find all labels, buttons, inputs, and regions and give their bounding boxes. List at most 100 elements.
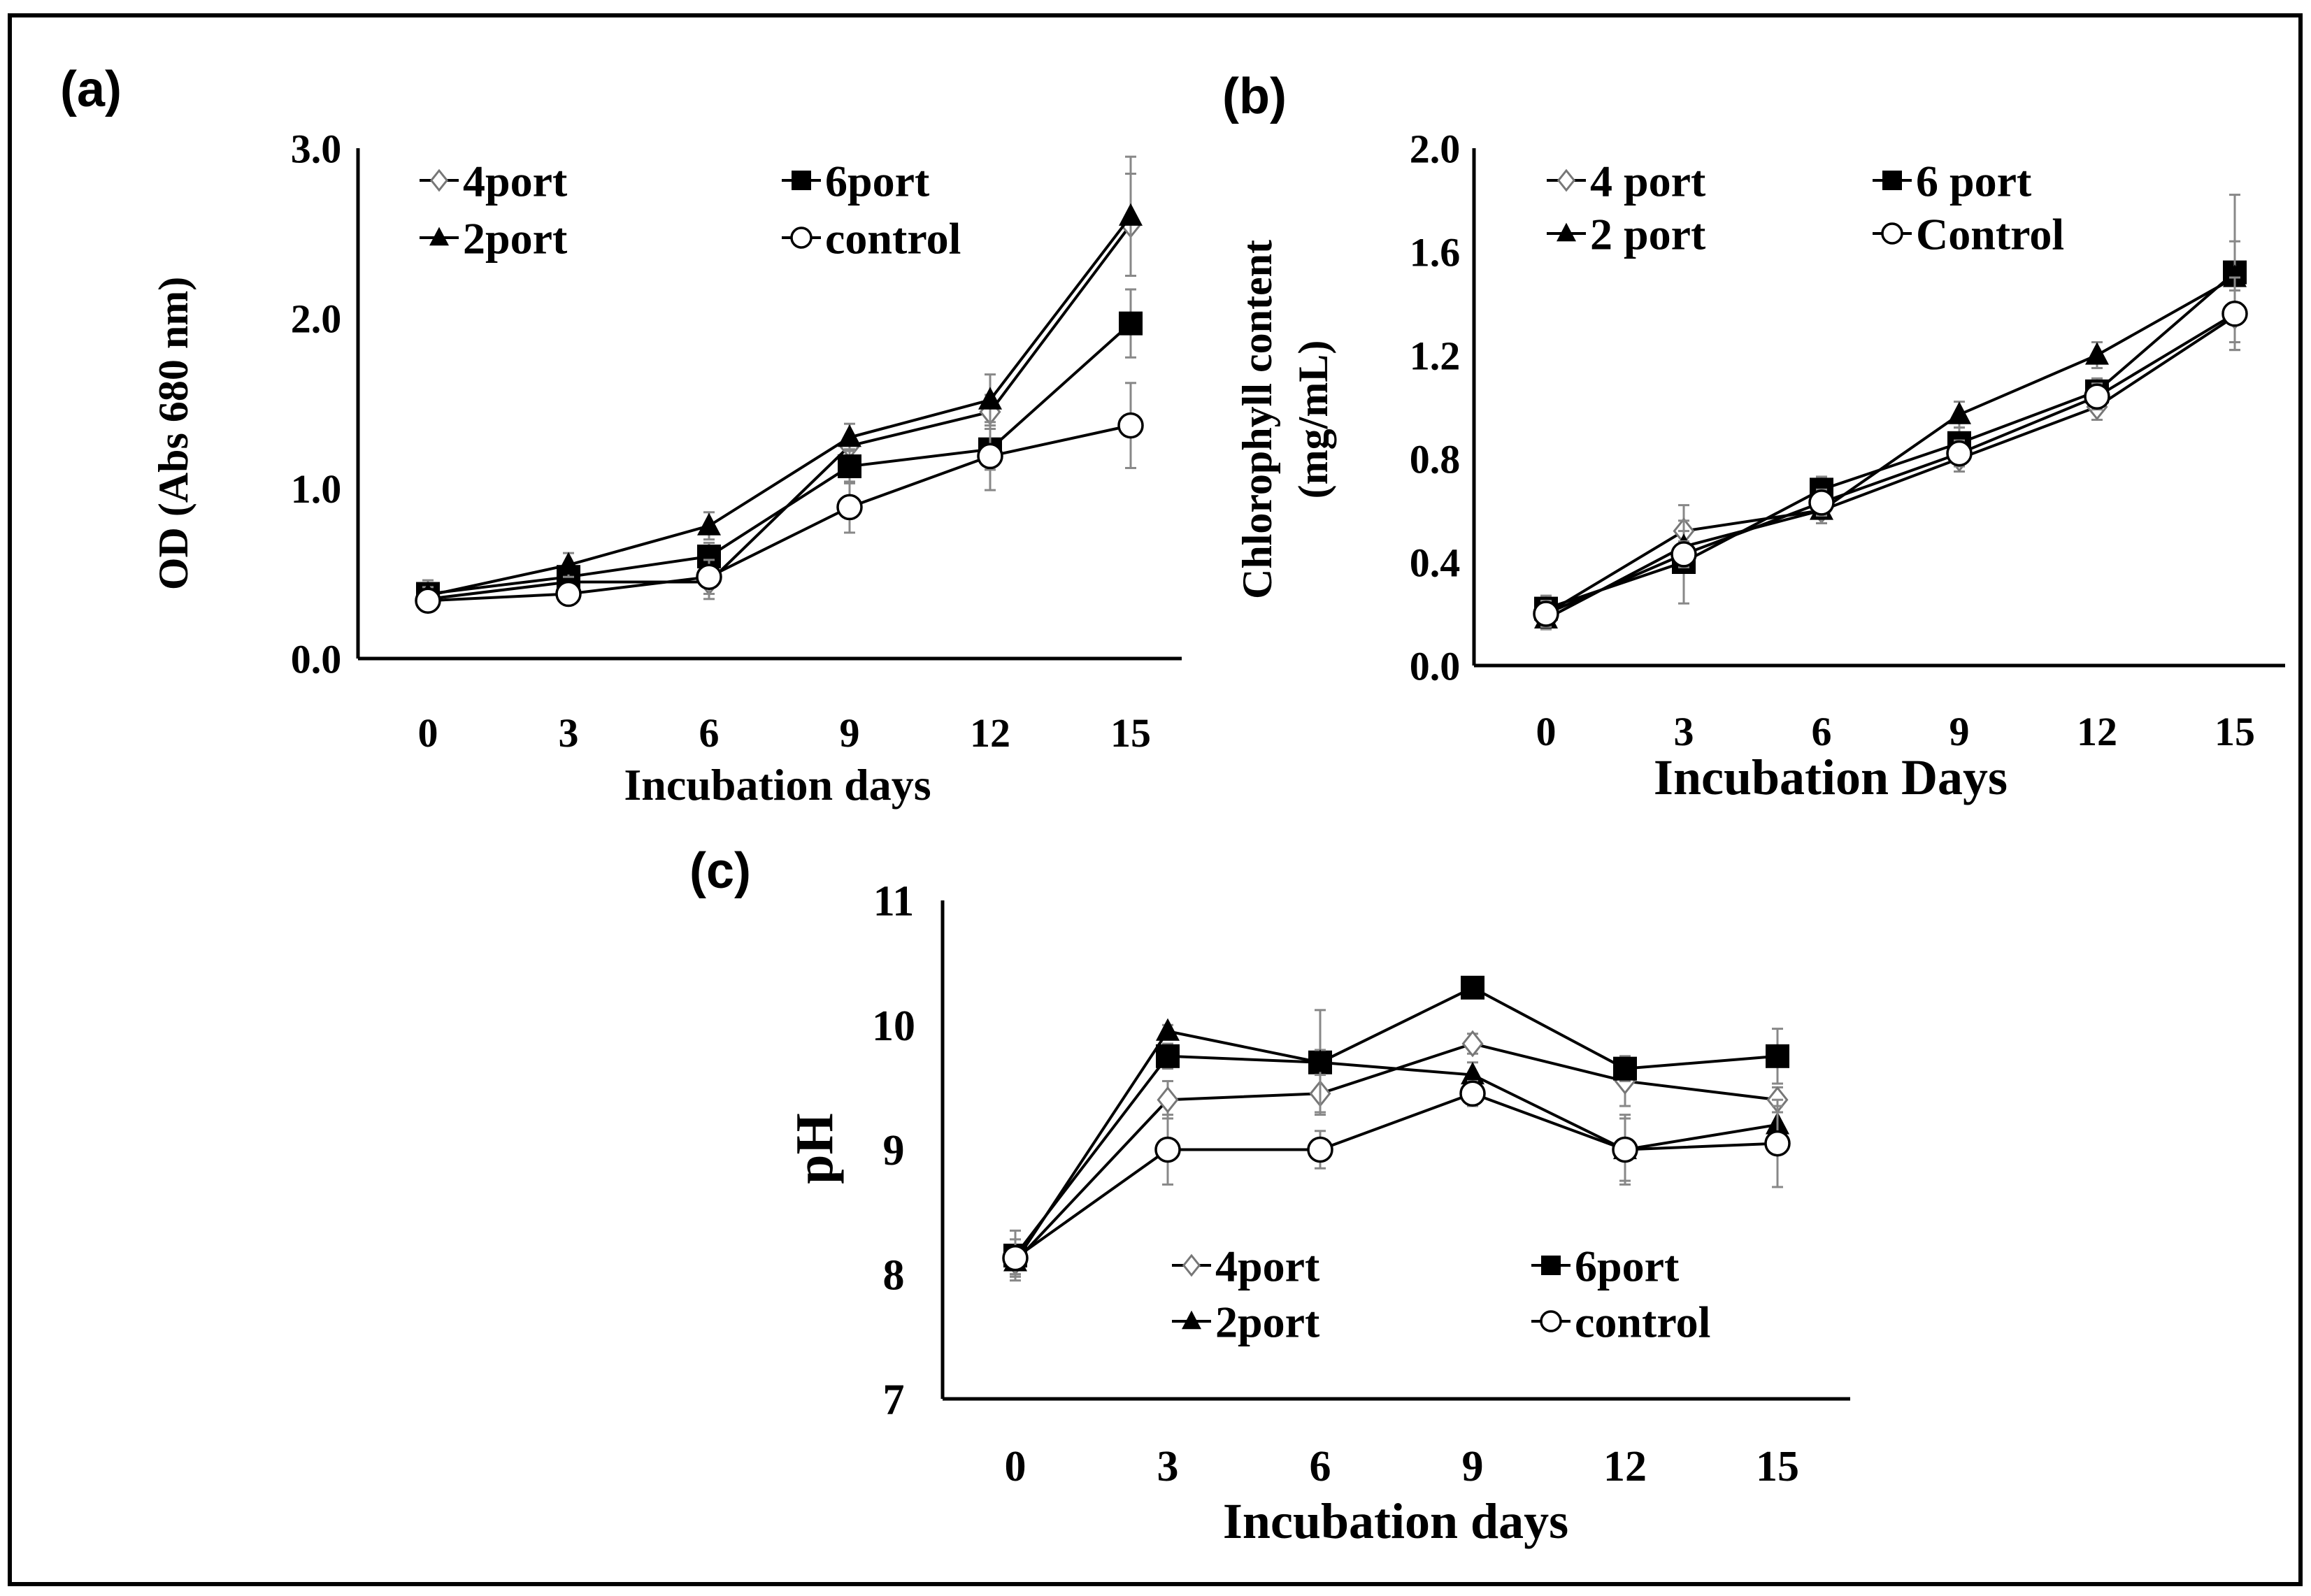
panel-a-data-point <box>696 563 722 590</box>
panel-c-data-point <box>1612 1136 1638 1163</box>
panel-a-series-line <box>427 322 1132 596</box>
panel-b-x-tick-label: 0 <box>1536 709 1557 754</box>
panel-b-x-tick-label: 6 <box>1812 709 1832 754</box>
panel-b-legend-marker <box>1881 222 1903 245</box>
panel-c-series-control <box>1002 1079 1791 1278</box>
panel-b-legend-label: 2 port <box>1590 209 1706 259</box>
panel-c-series-line <box>1014 986 1778 1257</box>
panel-b-y-tick-label: 2.0 <box>1410 126 1461 171</box>
panel-c-legend-marker <box>1182 1310 1201 1330</box>
panel-b-data-point <box>1946 440 1973 467</box>
panel-c-label: (c) <box>689 843 751 899</box>
panel-a-data-point <box>838 454 861 479</box>
panel-c-legend-label: 4port <box>1215 1241 1320 1291</box>
panel-a-legend-label: 2port <box>463 213 568 263</box>
panel-c-y-tick-label: 11 <box>873 878 915 926</box>
panel-b-series-control <box>1533 276 2248 628</box>
panel-c-y-tick-label: 9 <box>883 1127 905 1174</box>
panel-b-legend-label: 6 port <box>1916 156 2032 206</box>
panel-c-data-point <box>1764 1130 1791 1157</box>
panel-a-legend-label: 6port <box>825 156 930 206</box>
panel-a-x-tick-label: 6 <box>699 710 720 756</box>
panel-b-y-tick-label: 1.2 <box>1410 333 1461 378</box>
panel-a-data-point <box>838 424 861 447</box>
panel-a-x-tick-label: 0 <box>418 710 438 756</box>
panel-a-x-tick-label: 12 <box>970 710 1010 756</box>
panel-a-y-tick-label: 2.0 <box>291 296 342 342</box>
panel-c-y-tick-label: 10 <box>872 1002 915 1050</box>
panel-b-legend-marker <box>1557 222 1576 242</box>
panel-b-legend-item: 2 port <box>1547 209 1706 259</box>
panel-a-y-tick-label: 3.0 <box>291 126 342 171</box>
panel-a-y-tick-label: 1.0 <box>291 466 342 512</box>
panel-a-series-line <box>427 424 1131 603</box>
panel-a-legend-item: 4port <box>420 156 568 206</box>
panel-c-x-tick-label: 12 <box>1603 1443 1647 1490</box>
panel-c-data-point <box>1613 1056 1637 1081</box>
panel-c-legend-item: 2port <box>1172 1297 1320 1346</box>
panel-a-legend-item: 2port <box>420 213 568 263</box>
panel-a-legend-label: control <box>825 213 961 263</box>
panel-c-data-point <box>1156 1018 1180 1041</box>
panel-b-series-line <box>1545 315 2236 615</box>
panel-b-y-tick-label: 0.4 <box>1410 540 1461 585</box>
panel-b-series-line <box>1545 271 2236 610</box>
panel-c-x-tick-label: 6 <box>1310 1443 1331 1490</box>
panel-b-data-point <box>2084 383 2110 410</box>
panel-a-data-point <box>978 387 1002 410</box>
panel-c-y-tick-label: 7 <box>883 1376 905 1424</box>
panel-c-legend-marker <box>1182 1253 1201 1277</box>
panel-a-data-point <box>977 443 1003 470</box>
panel-c-legend-label: control <box>1575 1297 1710 1346</box>
panel-c-legend-item: 6port <box>1531 1241 1680 1291</box>
panel-b-data-point <box>1533 601 1559 627</box>
panel-c-legend-marker <box>1541 1256 1561 1275</box>
panel-a-data-point <box>1117 412 1144 439</box>
panel-c-data-point <box>1154 1136 1181 1163</box>
panel-a-legend-item: control <box>782 213 961 263</box>
panel-b-legend-marker <box>1882 171 1902 190</box>
panel-a-data-point <box>557 552 580 575</box>
panel-b: (b) Chlorophyll content (mg/mL) Incubati… <box>1222 69 2285 805</box>
panel-c-x-axis-title: Incubation days <box>1223 1493 1568 1549</box>
panel-c-data-point <box>1461 1030 1484 1058</box>
panel-a: (a) OD (Abs 680 nm) Incubation days 0.0 1… <box>60 62 1182 810</box>
panel-b-x-tick-label: 3 <box>1674 709 1694 754</box>
panel-a-x-tick-label: 9 <box>840 710 860 756</box>
panel-a-series-control <box>415 382 1144 614</box>
panel-c-legend: 4port 6port 2port control <box>1172 1241 1710 1346</box>
panel-a-data-point <box>836 494 863 521</box>
figure-frame <box>8 13 2303 1586</box>
panel-a-x-tick-label: 3 <box>559 710 579 756</box>
panel-c-data-point <box>1461 1061 1484 1085</box>
panel-b-legend-item: Control <box>1873 209 2064 259</box>
panel-b-y-tick-label: 0.8 <box>1410 436 1461 482</box>
panel-b-legend-label: 4 port <box>1590 156 1706 206</box>
panel-a-series-line <box>427 215 1132 597</box>
panel-c-y-axis-title: pH <box>785 1113 844 1184</box>
panel-c-data-point <box>1766 1044 1789 1068</box>
panel-a-legend-label: 4port <box>463 156 568 206</box>
panel-a-label: (a) <box>60 62 122 117</box>
panel-b-legend-item: 4 port <box>1547 156 1706 206</box>
panel-a-legend-marker <box>792 171 811 190</box>
panel-c-data-point <box>1308 1049 1332 1072</box>
panel-a-x-tick-label: 15 <box>1110 710 1151 756</box>
panel-b-data-point <box>1670 541 1697 568</box>
panel-b-data-point <box>2085 342 2109 365</box>
panel-a-legend-marker <box>429 227 449 246</box>
panel-c-x-tick-label: 15 <box>1756 1443 1799 1490</box>
panel-a-y-tick-label: 0.0 <box>291 636 342 682</box>
panel-c-data-point <box>1459 1080 1486 1107</box>
panel-a-x-axis-title: Incubation days <box>624 760 931 810</box>
panel-b-data-point <box>2223 264 2247 287</box>
panel-b-legend: 4 port 6 port 2 port Control <box>1547 156 2064 259</box>
panel-c-series-line <box>1014 1029 1778 1263</box>
panel-b-legend-label: Control <box>1916 209 2064 259</box>
panel-b-x-tick-label: 15 <box>2215 709 2255 754</box>
panel-c-data-point <box>1002 1244 1029 1272</box>
panel-b-series-line <box>1545 312 2236 615</box>
panel-b-legend-marker <box>1557 168 1576 192</box>
panel-a-legend-item: 6port <box>782 156 930 206</box>
